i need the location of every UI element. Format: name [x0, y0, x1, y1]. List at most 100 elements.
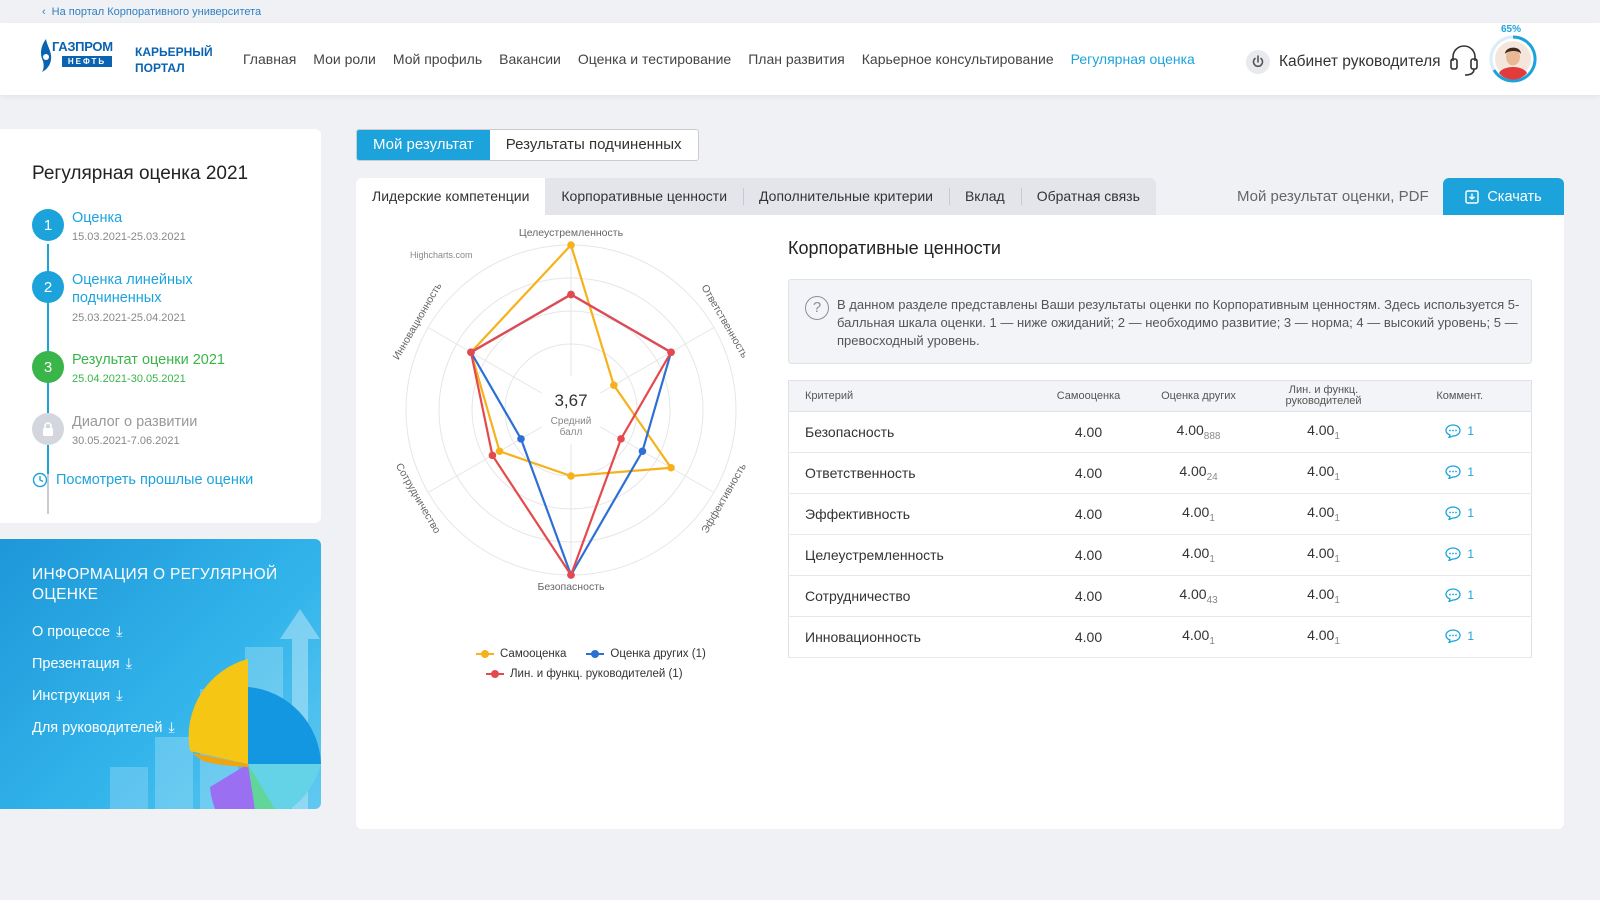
legend-marker [486, 669, 504, 679]
tab-additional-criteria[interactable]: Дополнительные критерии [743, 178, 949, 215]
nav-item-assessment[interactable]: Оценка и тестирование [577, 51, 732, 67]
series-point [567, 290, 575, 299]
series-point [567, 241, 575, 249]
others-score-cell: 4.001 [1138, 534, 1259, 576]
header: ГАЗПРОМ НЕФТЬ КАРЬЕРНЫЙ ПОРТАЛ Главная М… [0, 23, 1600, 95]
assessment-sidebar: Регулярная оценка 2021 1 Оценка 15.03.20… [0, 129, 321, 523]
link-label: Для руководителей [32, 720, 163, 736]
nav-item-home[interactable]: Главная [243, 51, 297, 67]
managers-score: 4.00 [1307, 545, 1335, 561]
others-score-cell: 4.00888 [1138, 411, 1259, 453]
logo-sub: НЕФТЬ [62, 56, 112, 67]
avatar[interactable] [1489, 35, 1537, 83]
chevron-left-icon: ‹ [42, 5, 46, 18]
legend-label: Самооценка [500, 648, 567, 660]
managers-score: 4.00 [1307, 627, 1335, 643]
others-count: 1 [1209, 554, 1215, 565]
headset-icon[interactable] [1449, 43, 1479, 77]
legend-item-self[interactable]: Самооценка [476, 648, 566, 660]
comments-cell: 1 [1388, 452, 1532, 494]
for-managers-link[interactable]: Для руководителей ⤓ [32, 720, 175, 736]
nav-item-development-plan[interactable]: План развития [748, 51, 845, 67]
nav-item-vacancies[interactable]: Вакансии [499, 51, 561, 67]
tab-corporate-values[interactable]: Корпоративные ценности [561, 188, 728, 204]
manager-cabinet-button[interactable]: Кабинет руководителя [1246, 50, 1441, 74]
chart-credit[interactable]: Highcharts.com [410, 250, 473, 260]
download-button[interactable]: Скачать [1443, 178, 1564, 215]
comments-button[interactable]: 1 [1445, 588, 1474, 602]
comments-button[interactable]: 1 [1445, 629, 1474, 643]
nav-item-my-roles[interactable]: Мои роли [313, 51, 376, 67]
flame-icon [41, 39, 52, 72]
col-others: Оценка других [1138, 380, 1259, 412]
legend-marker [586, 649, 605, 659]
comments-cell: 1 [1388, 534, 1532, 576]
tab-leadership-competencies[interactable]: Лидерские компетенции [356, 178, 546, 215]
tab-feedback[interactable]: Обратная связь [1020, 178, 1156, 215]
nav-item-my-profile[interactable]: Мой профиль [392, 51, 483, 67]
comments-button[interactable]: 1 [1445, 424, 1474, 438]
legend-item-others[interactable]: Оценка других (1) [586, 648, 706, 660]
download-icon: ⤓ [168, 720, 175, 736]
axis-label: Безопасность [538, 581, 606, 593]
legend-label: Лин. и функц. руководителей (1) [510, 668, 683, 680]
subordinates-result-toggle[interactable]: Результаты подчиненных [505, 136, 682, 153]
logo-word: ГАЗПРОМ [52, 39, 113, 54]
info-title: ИНФОРМАЦИЯ О РЕГУЛЯРНОЙ ОЦЕНКЕ [32, 566, 278, 603]
self-score: 4.00 [1038, 493, 1139, 535]
comment-icon [1445, 505, 1462, 520]
axis-label: Целеустремленность [519, 227, 624, 239]
managers-score: 4.00 [1307, 504, 1335, 520]
back-to-university-link[interactable]: ‹ На портал Корпоративного университета [0, 0, 1600, 23]
comments-count: 1 [1467, 505, 1475, 520]
managers-score-cell: 4.001 [1258, 493, 1389, 535]
others-score: 4.00 [1182, 627, 1210, 643]
info-panel: ИНФОРМАЦИЯ О РЕГУЛЯРНОЙ ОЦЕНКЕ О процесс… [0, 539, 321, 809]
series-point [638, 447, 647, 456]
managers-score-cell: 4.001 [1258, 616, 1389, 658]
nav-item-regular-assessment[interactable]: Регулярная оценка [1070, 51, 1195, 67]
comments-cell: 1 [1388, 411, 1532, 453]
comments-cell: 1 [1388, 616, 1532, 658]
legend-item-managers[interactable]: Лин. и функц. руководителей (1) [486, 668, 683, 680]
info-note-text: В данном разделе представлены Ваши резул… [837, 297, 1520, 348]
portal-title-line1: КАРЬЕРНЫЙ [135, 45, 213, 59]
col-managers: Лин. и функц. руководителей [1258, 380, 1389, 412]
step-dates: 25.03.2021-25.04.2021 [72, 312, 186, 324]
question-icon: ? [805, 296, 829, 320]
step-title: Диалог о развитии [72, 414, 198, 430]
download-label: Скачать [1487, 188, 1542, 205]
my-result-toggle[interactable]: Мой результат [357, 130, 490, 160]
others-score: 4.00 [1179, 586, 1207, 602]
instruction-link[interactable]: Инструкция ⤓ [32, 688, 123, 704]
col-self: Самооценка [1038, 380, 1139, 412]
tab-contribution[interactable]: Вклад [948, 178, 1021, 215]
link-label: Презентация [32, 656, 120, 672]
manager-cabinet-label: Кабинет руководителя [1279, 53, 1441, 70]
chart-legend: Самооценка Оценка других (1) Лин. и функ… [476, 648, 720, 688]
managers-score-cell: 4.001 [1258, 534, 1389, 576]
about-process-link[interactable]: О процессе ⤓ [32, 624, 122, 640]
comments-button[interactable]: 1 [1445, 506, 1474, 520]
comment-icon [1445, 423, 1462, 438]
managers-score-cell: 4.001 [1258, 411, 1389, 453]
company-logo[interactable]: ГАЗПРОМ НЕФТЬ [38, 37, 118, 75]
portal-title-line2: ПОРТАЛ [135, 61, 185, 75]
sidebar-title: Регулярная оценка 2021 [32, 163, 249, 184]
step-title: Оценка [72, 210, 123, 226]
legend-marker [476, 649, 494, 659]
series-point [517, 435, 525, 443]
portal-title[interactable]: КАРЬЕРНЫЙ ПОРТАЛ [135, 44, 213, 76]
past-assessments-link[interactable]: Посмотреть прошлые оценки [32, 472, 253, 488]
results-title: Корпоративные ценности [788, 238, 1001, 258]
table-row: Целеустремленность 4.00 4.001 4.001 1 [788, 534, 1532, 576]
nav-item-career-consulting[interactable]: Карьерное консультирование [861, 51, 1054, 67]
presentation-link[interactable]: Презентация ⤓ [32, 656, 132, 672]
comments-button[interactable]: 1 [1445, 465, 1474, 479]
comments-cell: 1 [1388, 575, 1532, 617]
comments-button[interactable]: 1 [1445, 547, 1474, 561]
results-table: Критерий Самооценка Оценка других Лин. и… [788, 380, 1532, 658]
managers-count: 1 [1334, 595, 1340, 606]
managers-score: 4.00 [1307, 463, 1335, 479]
managers-count: 1 [1334, 431, 1340, 442]
